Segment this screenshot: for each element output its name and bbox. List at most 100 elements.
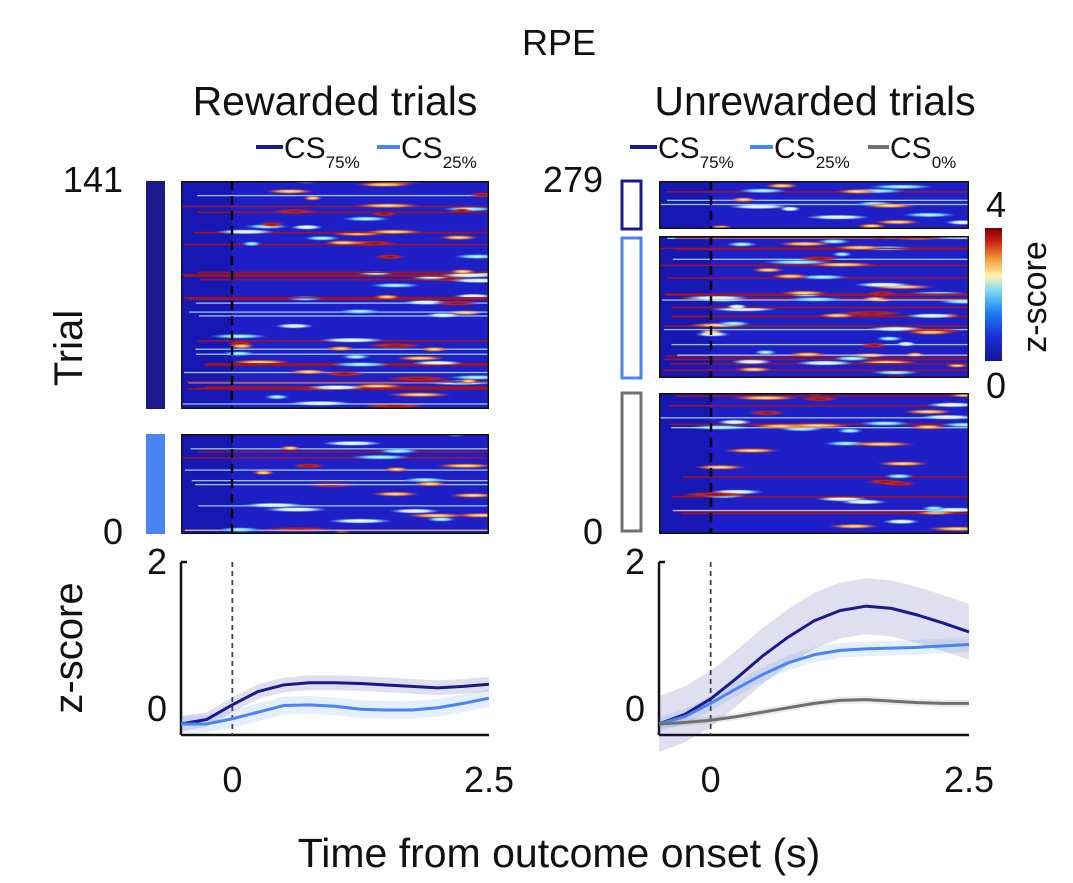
heatmap-activity-blob: [787, 351, 828, 358]
heatmap-activity-blob: [323, 240, 364, 246]
x-tick-label: 0: [222, 759, 242, 800]
panel-title-unrewarded: Unrewarded trials: [654, 78, 975, 124]
heatmap-activity-blob: [362, 229, 425, 235]
trial-top-unrewarded: 279: [543, 159, 603, 200]
heatmap-activity-blob: [354, 182, 414, 188]
heatmap-activity-blob: [726, 241, 758, 247]
heatmap-activity-blob: [925, 402, 969, 408]
heatmap-trial-streak: [184, 529, 489, 531]
heatmap-activity-blob: [404, 512, 469, 519]
heatmap-activity-blob: [263, 506, 329, 513]
heatmap-activity-blob: [303, 235, 341, 241]
heatmap-activity-blob: [736, 188, 789, 194]
heatmap-trial-streak: [189, 298, 489, 300]
trial-bottom-unrewarded: 0: [583, 511, 603, 552]
heatmap-activity-blob: [434, 463, 489, 469]
heatmap-activity-blob: [447, 374, 489, 380]
x-tick-label: 2.5: [944, 759, 994, 800]
heatmap-activity-blob: [729, 197, 758, 203]
heatmap-rewarded-cs25: [181, 434, 489, 534]
legend-unrewarded: CS75% CS25% CS0%: [630, 132, 956, 172]
heatmap-trial-streak: [183, 296, 489, 299]
heatmap-activity-blob: [861, 203, 918, 209]
heatmap-activity-blob: [325, 345, 356, 352]
heatmap-trial-streak: [668, 404, 969, 407]
heatmap-activity-blob: [944, 219, 969, 226]
heatmap-trial-streak: [193, 231, 489, 234]
heatmap-activity-blob: [448, 277, 489, 284]
heatmap-activity-blob: [431, 300, 481, 306]
heatmap-activity-blob: [208, 333, 269, 339]
heatmap-activity-blob: [372, 294, 402, 300]
heatmap-activity-blob: [386, 392, 453, 398]
heatmap-activity-blob: [418, 346, 450, 352]
heatmap-trial-streak: [188, 382, 489, 384]
heatmap-trial-streak: [659, 247, 967, 250]
heatmap-activity-blob: [356, 270, 395, 276]
heatmap-activity-blob: [751, 267, 786, 273]
heatmap-trial-streak: [671, 495, 969, 498]
y-tick-label: 2: [625, 541, 645, 582]
y-tick-label: 0: [147, 688, 167, 729]
heatmap-activity-blob: [779, 206, 801, 212]
heatmap-trial-streak: [676, 395, 969, 397]
sem-band-CS25: [181, 689, 489, 733]
heatmap-activity-blob: [908, 424, 948, 430]
series-line-CS25: [181, 696, 490, 726]
heatmap-activity-blob: [241, 241, 262, 247]
heatmap-activity-blob: [901, 212, 957, 218]
heatmap-activity-blob: [368, 282, 422, 288]
heatmap-unrewarded-cs0: [659, 393, 969, 534]
heatmap-trial-streak: [676, 236, 969, 239]
heatmap-activity-blob: [679, 491, 750, 498]
heatmap-trial-streak: [663, 369, 969, 372]
series-line-CS75: [180, 681, 490, 726]
heatmap-activity-blob: [827, 523, 880, 529]
lineplot-rewarded: 0 2 0 2.5: [147, 541, 514, 800]
heatmap-activity-blob: [794, 360, 856, 366]
heatmap-baseline-region: [181, 181, 232, 409]
heatmap-activity-blob: [425, 516, 457, 522]
heatmap-activity-blob: [867, 290, 898, 296]
heatmap-activity-blob: [682, 295, 751, 301]
heatmap-activity-blob: [763, 183, 800, 189]
heatmap-activity-blob: [883, 473, 915, 479]
trial-bottom-rewarded: 0: [103, 511, 123, 552]
heatmap-trial-streak: [190, 448, 489, 450]
heatmap-activity-blob: [904, 313, 960, 319]
heatmap-activity-blob: [836, 428, 864, 434]
legend-label-cs0: CS0%: [890, 132, 956, 172]
figure-title: RPE: [522, 22, 596, 63]
heatmap-activity-blob: [376, 448, 420, 454]
heatmap-trial-streak: [196, 302, 489, 304]
heatmap-unrewarded-cs25: [659, 236, 969, 378]
lineplot-ylabel: z-score: [47, 582, 91, 713]
heatmap-activity-blob: [352, 240, 398, 246]
heatmap-activity-blob: [882, 518, 920, 525]
heatmap-activity-blob: [383, 466, 410, 473]
colorbar: [985, 228, 1002, 361]
heatmap-activity-blob: [692, 464, 748, 470]
heatmap-activity-blob: [780, 290, 829, 296]
heatmap-activity-blob: [401, 477, 449, 483]
heatmap-activity-blob: [805, 214, 871, 220]
legend-rewarded: CS75% CS25%: [256, 132, 477, 172]
heatmap-activity-blob: [274, 323, 314, 329]
heatmap-activity-blob: [902, 409, 955, 415]
heatmap-activity-blob: [412, 481, 449, 487]
heatmap-activity-blob: [856, 223, 887, 229]
heatmap-activity-blob: [327, 518, 393, 524]
heatmap-activity-blob: [264, 526, 334, 533]
heatmap-trial-streak: [200, 278, 489, 281]
panel-title-rewarded: Rewarded trials: [193, 78, 478, 124]
heatmap-activity-blob: [287, 369, 330, 375]
heatmap-activity-blob: [341, 216, 391, 222]
heatmap-activity-blob: [776, 241, 833, 247]
heatmap-activity-blob: [831, 251, 853, 257]
trial-top-rewarded: 141: [63, 159, 123, 200]
heatmap-activity-blob: [290, 224, 323, 230]
heatmap-trial-streak: [181, 273, 488, 276]
condition-bar-unrewarded-cs0: [620, 391, 643, 533]
heatmap-activity-blob: [870, 369, 920, 376]
